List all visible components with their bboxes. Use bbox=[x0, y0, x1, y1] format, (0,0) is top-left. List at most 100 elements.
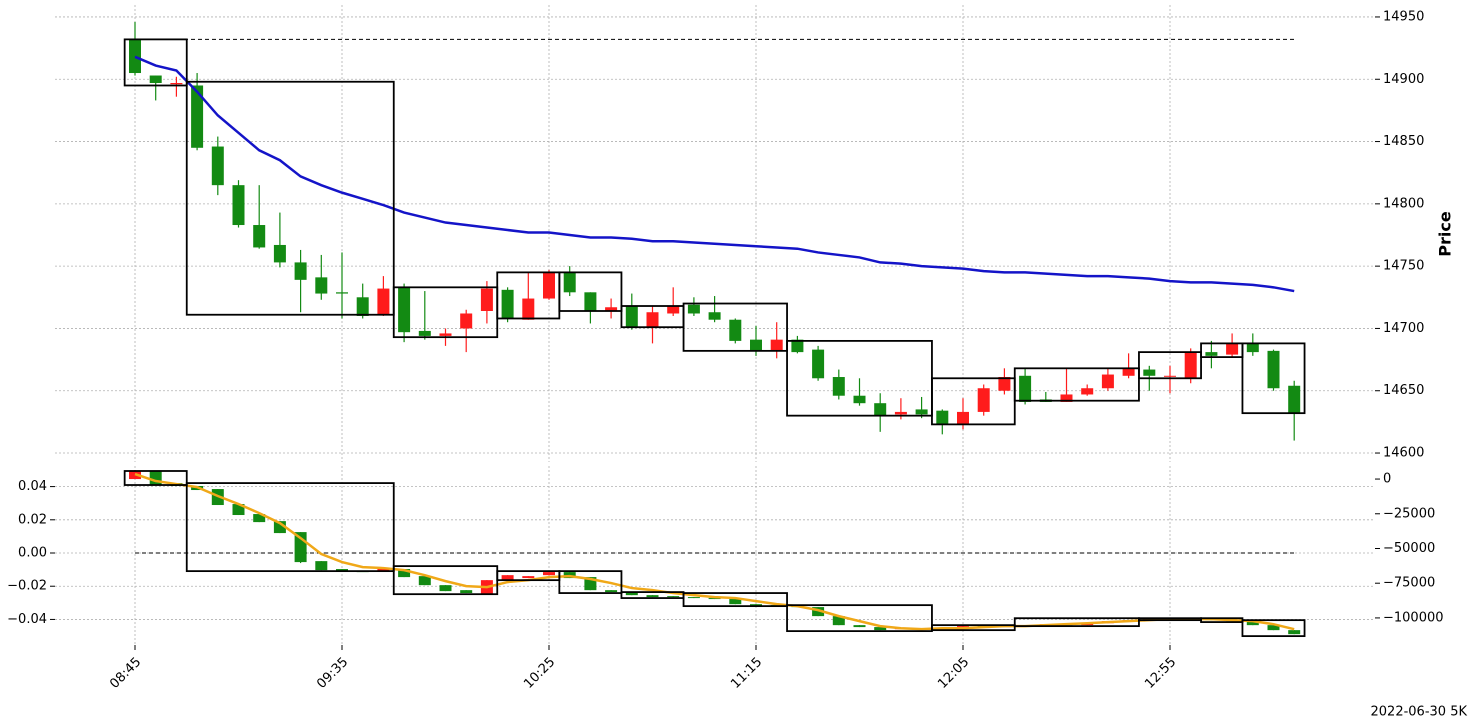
candle-body bbox=[418, 576, 431, 586]
candle-body bbox=[936, 410, 949, 425]
candle-body bbox=[253, 225, 266, 248]
candle-body bbox=[1246, 621, 1259, 626]
candle-body bbox=[522, 298, 535, 320]
candle-body bbox=[501, 575, 514, 581]
candle-body bbox=[1122, 368, 1135, 376]
box bbox=[185, 482, 395, 573]
candle-body bbox=[977, 388, 990, 412]
candle-body bbox=[1101, 374, 1114, 389]
candle-body bbox=[646, 312, 659, 328]
candle-body bbox=[584, 292, 597, 311]
candle-body bbox=[687, 304, 700, 314]
candle-body bbox=[791, 339, 804, 353]
candle-body bbox=[998, 377, 1011, 391]
candle-body bbox=[894, 411, 907, 415]
candle-body bbox=[232, 185, 245, 226]
candle-body bbox=[750, 604, 762, 607]
candle-body bbox=[1288, 630, 1301, 635]
box bbox=[558, 570, 623, 594]
candle-body bbox=[729, 599, 742, 605]
y2-tick-label: 0.02 bbox=[18, 512, 47, 527]
candle-body bbox=[336, 569, 348, 572]
candle-body bbox=[832, 616, 845, 626]
x-tick-label: 11:15 bbox=[728, 655, 765, 692]
candle-body bbox=[1164, 375, 1176, 377]
candle-body bbox=[460, 590, 473, 594]
box bbox=[123, 470, 188, 486]
y2-tick-label: 0.04 bbox=[18, 479, 47, 494]
candle-body bbox=[273, 244, 286, 263]
candle-body bbox=[1226, 343, 1239, 355]
candle-body bbox=[832, 377, 845, 396]
y2-tick-label: −0.04 bbox=[7, 612, 47, 627]
box bbox=[1013, 617, 1140, 628]
candle-body bbox=[398, 569, 411, 578]
candle-body bbox=[625, 306, 638, 328]
candle-body bbox=[273, 521, 286, 534]
y-tick-label: 14650 bbox=[1383, 383, 1424, 398]
y2-tick-label: 0.00 bbox=[18, 546, 47, 561]
candle-body bbox=[377, 568, 390, 572]
y-tick-label: −25000 bbox=[1383, 506, 1435, 521]
box bbox=[1241, 619, 1306, 638]
y2-tick-label: −0.02 bbox=[7, 579, 47, 594]
candle-body bbox=[232, 504, 245, 516]
candle-body bbox=[356, 297, 369, 316]
candle-body bbox=[149, 75, 162, 83]
candle-body bbox=[460, 313, 473, 329]
candle-body bbox=[129, 39, 141, 74]
candle-body bbox=[1267, 350, 1280, 389]
y-tick-label: 14750 bbox=[1383, 259, 1424, 274]
candle-body bbox=[336, 292, 348, 294]
box bbox=[786, 604, 933, 633]
y-tick-label: −50000 bbox=[1383, 541, 1435, 556]
candle-body bbox=[191, 85, 204, 148]
candle-body bbox=[170, 82, 183, 85]
box bbox=[123, 38, 188, 87]
candle-body bbox=[812, 349, 825, 379]
candle-body bbox=[625, 592, 638, 596]
y-tick-label: 14850 bbox=[1383, 134, 1424, 149]
candle-body bbox=[708, 598, 721, 600]
y-tick-label: 14800 bbox=[1383, 196, 1424, 211]
box bbox=[1138, 351, 1202, 380]
x-tick-label: 12:05 bbox=[935, 655, 972, 692]
candle-body bbox=[418, 330, 431, 336]
candle-body bbox=[1288, 385, 1301, 414]
candle-body bbox=[812, 607, 825, 617]
candle-body bbox=[708, 312, 721, 320]
candle-body bbox=[915, 409, 928, 415]
candle-body bbox=[605, 307, 618, 311]
x-tick-label: 12:55 bbox=[1142, 655, 1179, 692]
candle-body bbox=[439, 333, 452, 336]
candle-body bbox=[439, 585, 452, 592]
candle-body bbox=[957, 411, 969, 425]
y-tick-label: 0 bbox=[1383, 472, 1391, 487]
candle-body bbox=[543, 272, 555, 299]
candle-body bbox=[1267, 625, 1280, 631]
box bbox=[185, 80, 395, 316]
candle-body bbox=[253, 514, 266, 523]
candle-body bbox=[522, 576, 535, 579]
box bbox=[1241, 342, 1306, 415]
y-tick-label: −100000 bbox=[1383, 610, 1444, 625]
candle-body bbox=[149, 470, 162, 486]
candle-body bbox=[750, 339, 762, 351]
candle-body bbox=[646, 595, 659, 598]
x-tick-label: 10:25 bbox=[521, 655, 558, 692]
candle-body bbox=[501, 289, 514, 319]
candle-body bbox=[543, 572, 555, 576]
y-tick-label: 14600 bbox=[1383, 446, 1424, 461]
candle-body bbox=[687, 597, 700, 599]
candle-body bbox=[1143, 369, 1156, 376]
candle-body bbox=[294, 262, 307, 280]
x-tick-label: 08:45 bbox=[107, 655, 144, 692]
candle-body bbox=[667, 306, 680, 314]
candle-body bbox=[563, 272, 576, 293]
candle-body bbox=[1019, 375, 1032, 402]
y-tick-label: 14950 bbox=[1383, 9, 1424, 24]
candle-body bbox=[667, 596, 680, 598]
y-tick-label: −75000 bbox=[1383, 576, 1435, 591]
box bbox=[682, 592, 788, 608]
